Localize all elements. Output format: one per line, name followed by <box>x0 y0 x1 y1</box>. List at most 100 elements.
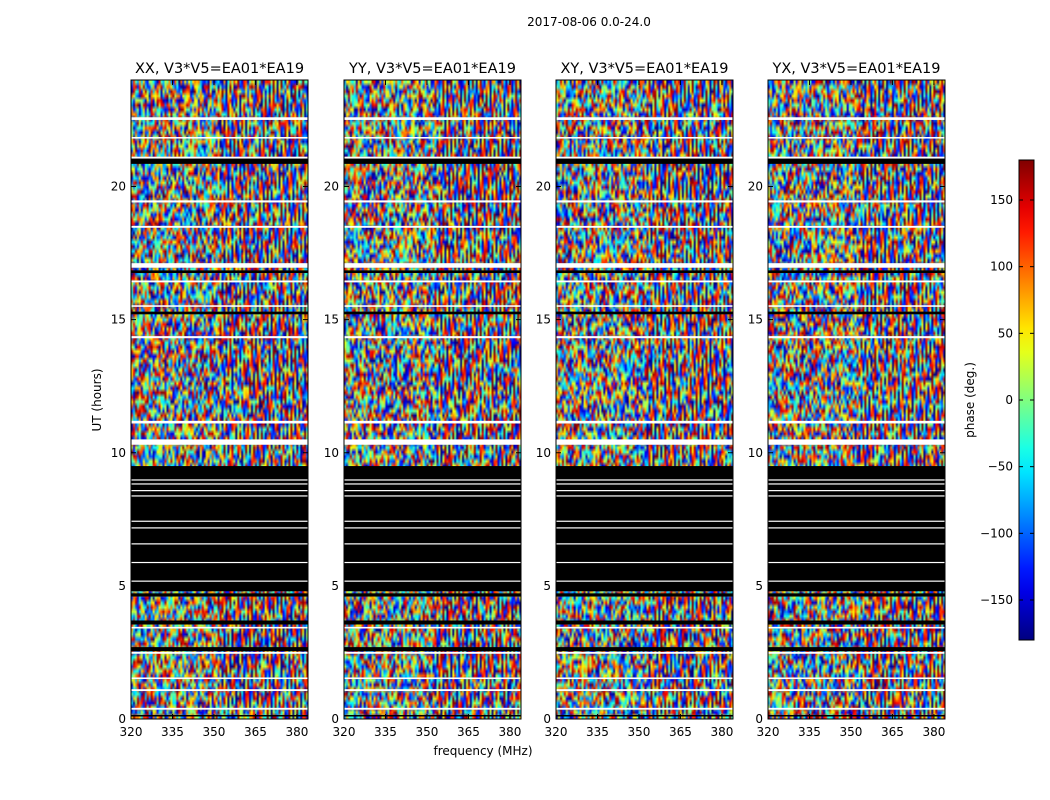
panel-2: YY, V3*V5=EA01*EA19 320 335 350 365 380 0 5 10 15… <box>324 61 522 739</box>
colorbar-tick-label: −100 <box>980 526 1013 540</box>
y-tick-label: 15 <box>536 313 551 327</box>
colorbar-tick-label: 150 <box>990 193 1013 207</box>
gap-band <box>131 263 308 268</box>
gap-band <box>768 305 945 307</box>
y-tick-label: 15 <box>324 313 339 327</box>
gap-line <box>556 580 733 582</box>
flag-band <box>344 270 521 274</box>
flag-band <box>131 270 308 274</box>
phase-map <box>556 80 733 719</box>
panel-frame <box>555 79 734 720</box>
gap-line <box>344 490 521 492</box>
gap-line <box>768 527 945 529</box>
gap-band <box>131 136 308 139</box>
gap-band <box>344 420 521 424</box>
gap-band <box>344 136 521 139</box>
gap-band <box>768 136 945 139</box>
gap-band <box>344 677 521 680</box>
x-tick-label: 365 <box>881 725 904 739</box>
gap-line <box>344 479 521 481</box>
x-tick-label: 335 <box>161 725 184 739</box>
y-tick-label: 5 <box>118 579 126 593</box>
flag-band <box>131 620 308 625</box>
y-tick-label: 15 <box>748 313 763 327</box>
y-tick-label: 10 <box>324 446 339 460</box>
panel-title: XX, V3*V5=EA01*EA19 <box>135 61 304 77</box>
phase-texture <box>768 80 945 719</box>
gap-band <box>344 225 521 228</box>
panel-frame <box>343 79 522 720</box>
gap-band <box>344 200 521 203</box>
flag-band <box>768 647 945 652</box>
gap-band <box>556 263 733 268</box>
phase-texture <box>344 80 521 719</box>
x-tick-label: 380 <box>710 725 733 739</box>
phase-map <box>131 80 308 719</box>
x-tick-label: 320 <box>545 725 568 739</box>
x-tick-label: 365 <box>457 725 480 739</box>
gap-line <box>344 483 521 485</box>
gap-band <box>768 263 945 268</box>
gap-line <box>768 580 945 582</box>
flagged-region <box>768 466 945 592</box>
gap-band <box>768 626 945 629</box>
panel-4: YX, V3*V5=EA01*EA19 320 335 350 365 380 0 5 10 15… <box>748 61 946 739</box>
flag-band <box>131 715 308 717</box>
y-axis-label: UT (hours) <box>90 368 104 431</box>
y-tick-label: 20 <box>748 180 763 194</box>
colorbar-tick-label: 50 <box>998 326 1013 340</box>
y-tick-label: 5 <box>543 579 551 593</box>
gap-band <box>556 707 733 710</box>
gap-band <box>556 117 733 120</box>
gap-line <box>344 527 521 529</box>
flag-band <box>344 158 521 164</box>
gap-band <box>131 336 308 339</box>
gap-line <box>344 580 521 582</box>
flag-band <box>344 593 521 597</box>
panel-frame <box>130 79 309 720</box>
x-tick-label: 380 <box>922 725 945 739</box>
y-tick-label: 20 <box>324 180 339 194</box>
flag-band <box>344 620 521 625</box>
gap-band <box>556 420 733 424</box>
x-tick-label: 335 <box>374 725 397 739</box>
gap-line <box>131 543 308 545</box>
gap-band <box>131 117 308 120</box>
gap-band <box>344 156 521 159</box>
gap-line <box>556 561 733 564</box>
x-tick-label: 380 <box>498 725 521 739</box>
phase-texture <box>556 80 733 719</box>
gap-band <box>344 280 521 283</box>
gap-band <box>131 420 308 424</box>
x-tick-label: 350 <box>203 725 226 739</box>
x-tick-label: 350 <box>840 725 863 739</box>
gap-band <box>768 156 945 159</box>
gap-band <box>131 439 308 445</box>
gap-line <box>344 495 521 497</box>
flag-band <box>131 647 308 652</box>
x-tick-label: 365 <box>669 725 692 739</box>
gap-band <box>556 136 733 139</box>
colorbar-label: phase (deg.) <box>963 362 977 438</box>
y-tick-label: 0 <box>331 712 339 726</box>
flagged-region <box>556 466 733 592</box>
gap-line <box>131 490 308 492</box>
x-tick-label: 350 <box>416 725 439 739</box>
y-tick-label: 5 <box>755 579 763 593</box>
gap-band <box>344 626 521 629</box>
gap-line <box>344 543 521 545</box>
y-tick-label: 20 <box>111 180 126 194</box>
gap-band <box>556 200 733 203</box>
x-tick-label: 335 <box>798 725 821 739</box>
gap-band <box>344 263 521 268</box>
gap-line <box>768 490 945 492</box>
y-tick-label: 5 <box>331 579 339 593</box>
gap-band <box>131 651 308 654</box>
gap-band <box>131 689 308 692</box>
flagged-region <box>344 466 521 592</box>
flag-band <box>556 158 733 164</box>
gap-band <box>131 156 308 159</box>
gap-band <box>131 305 308 307</box>
gap-band <box>344 651 521 654</box>
